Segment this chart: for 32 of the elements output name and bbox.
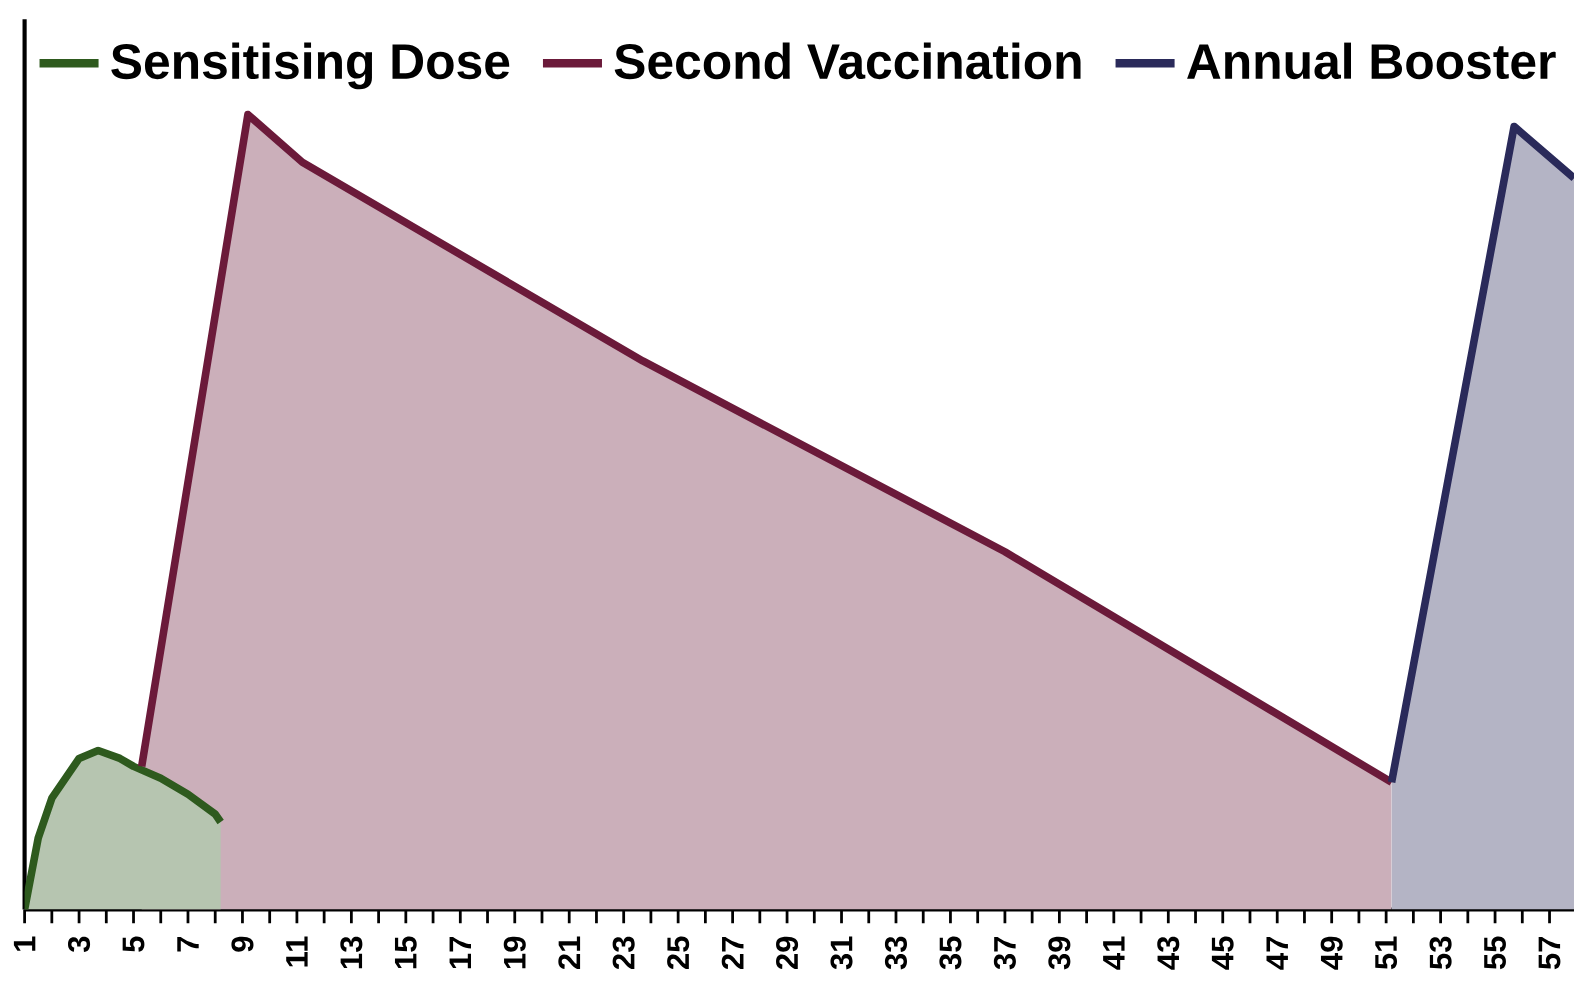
x-tick-label: 53 [1429,936,1452,970]
x-tick-label: 21 [558,936,581,970]
x-tick-label: 9 [231,936,254,952]
legend-label: Sensitising Dose [111,42,510,90]
x-tick-label: 1 [13,936,36,951]
legend-label: Annual Booster [1187,42,1556,80]
x-tick-label: 17 [449,936,471,969]
x-tick-label: 41 [1103,936,1125,970]
x-tick-label: 13 [340,936,363,969]
x-tick-label: 11 [286,936,308,967]
x-tick-label: 23 [612,936,635,970]
x-tick-label: 37 [993,936,1016,970]
x-tick-label: 15 [394,936,417,969]
x-tick-label: 27 [721,936,744,970]
x-tick-label: 33 [884,936,907,970]
x-tick-label: 45 [1211,936,1234,970]
x-tick-label: 49 [1320,936,1343,970]
x-tick-label: 43 [1157,936,1180,970]
x-tick-label: 31 [830,936,853,970]
x-tick-label: 39 [1048,936,1071,970]
x-tick-label: 7 [177,936,199,952]
x-tick-label: 19 [503,936,526,969]
x-tick-label: 5 [122,936,145,952]
x-tick-label: 25 [667,936,690,970]
x-tick-label: 3 [68,936,91,953]
x-tick-label: 51 [1375,936,1398,970]
legend-label: Second Vaccination [614,42,1081,80]
x-tick-label: 35 [939,936,962,970]
x-tick-label: 47 [1266,936,1288,970]
x-tick-label: 55 [1484,936,1506,970]
x-tick-label: 29 [776,936,799,970]
x-tick-label: 57 [1538,936,1561,970]
